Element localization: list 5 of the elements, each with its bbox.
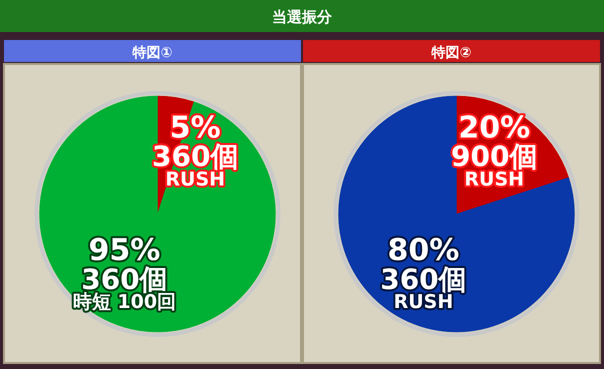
slice-label: 360個RUSH xyxy=(380,262,467,314)
chart-title: 特図① xyxy=(132,45,173,61)
pie-slice xyxy=(338,96,575,332)
text: 当選振分 xyxy=(272,8,333,26)
chart-title: 特図② xyxy=(430,45,472,61)
